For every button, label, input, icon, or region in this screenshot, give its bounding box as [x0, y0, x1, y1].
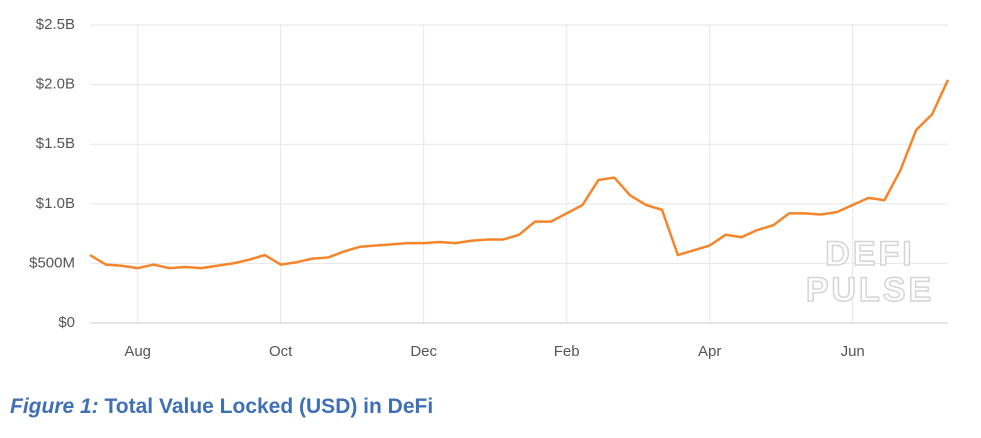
line [89, 79, 950, 270]
x-tick-label: Aug [124, 343, 151, 360]
watermark: DEFI [825, 235, 914, 273]
figure-caption: Total Value Locked (USD) in DeFi [105, 395, 434, 418]
caption: Figure 1: Total Value Locked (USD) in De… [10, 395, 433, 418]
y-tick-label: $2.0B [36, 76, 75, 93]
x-tick-label: Jun [841, 343, 865, 360]
y-tick-label: $1.0B [36, 195, 75, 212]
watermark: PULSE [806, 271, 934, 309]
y-tick-label: $500M [29, 254, 75, 271]
y-tick-label: $0 [58, 314, 75, 331]
x-tick-label: Feb [554, 343, 580, 360]
y-tick-label: $1.5B [36, 135, 75, 152]
x-tick-label: Dec [410, 343, 437, 360]
y-tick-label: $2.5B [36, 16, 75, 33]
x-tick-label: Oct [269, 343, 293, 360]
figure-label: Figure 1: [10, 395, 99, 418]
x-tick-label: Apr [698, 343, 721, 360]
